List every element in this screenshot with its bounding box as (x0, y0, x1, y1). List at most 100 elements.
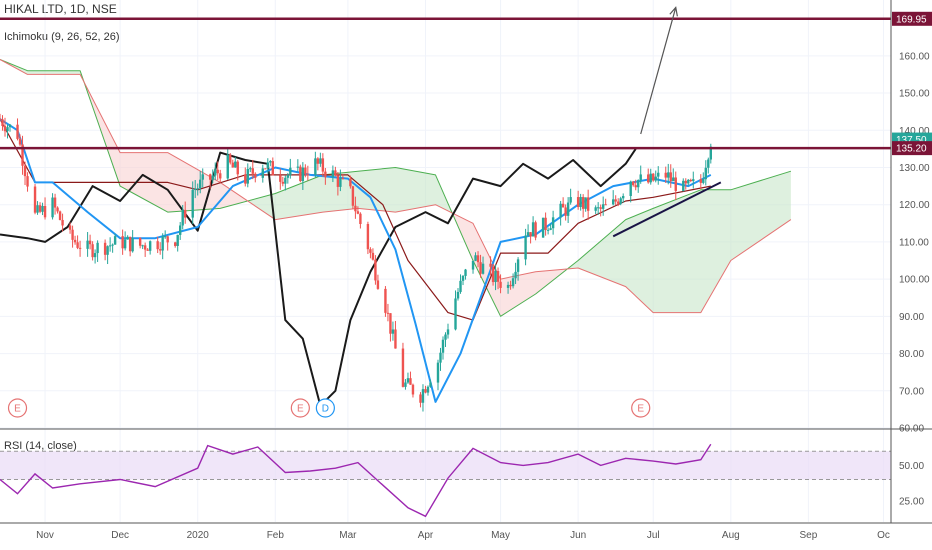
candle-body (511, 278, 515, 287)
candle-body (682, 180, 685, 191)
x-tick-label: Jul (647, 530, 660, 541)
candle-body (341, 178, 345, 180)
candle-body (126, 236, 129, 240)
gridlines (0, 0, 932, 522)
horizontal-levels[interactable] (0, 17, 891, 150)
cloud-bear (450, 209, 566, 317)
candle-body (123, 239, 127, 249)
candle-body (359, 213, 362, 224)
rsi-line (0, 443, 712, 518)
candle-body (173, 242, 177, 246)
drawings[interactable] (612, 6, 722, 238)
candle-body (704, 167, 707, 180)
candle-body (284, 177, 287, 184)
candle-body (196, 188, 199, 190)
candle-body (296, 166, 300, 168)
cloud-bull (0, 59, 83, 80)
candle-body (38, 205, 42, 212)
candle-body (41, 205, 44, 212)
candle-body (546, 229, 550, 231)
candle-body (702, 179, 705, 183)
candle-body (199, 179, 202, 189)
candle-body (406, 378, 410, 383)
price-tag-label: 169.95 (896, 14, 927, 25)
candle-body (421, 389, 425, 403)
event-marker-label: D (322, 404, 329, 415)
candle-body (489, 263, 492, 267)
candle-body (374, 259, 377, 281)
candle-body (33, 186, 37, 213)
candle-body (73, 239, 77, 243)
candle-body (599, 207, 602, 209)
candle-body (3, 125, 7, 132)
candle-body (251, 168, 254, 174)
candle-body (371, 252, 375, 260)
candle-body (201, 174, 204, 180)
candle-body (108, 245, 112, 247)
candle-body (351, 186, 355, 206)
x-tick-label: Apr (418, 530, 434, 541)
candle-body (604, 204, 607, 206)
x-tick-label: Aug (722, 530, 740, 541)
earnings-marker (631, 398, 651, 418)
x-tick-label: Sep (800, 530, 818, 541)
candle-body (499, 281, 502, 288)
candle-body (541, 217, 545, 238)
candle-body (647, 174, 650, 183)
candle-body (429, 382, 432, 387)
candle-body (474, 255, 477, 261)
candle-body (409, 378, 412, 385)
candle-body (166, 236, 169, 243)
candle-body (441, 339, 445, 353)
candle-body (479, 262, 482, 274)
candle-body (411, 384, 415, 395)
rsi-legend[interactable]: RSI (14, close) (4, 440, 77, 452)
candle-body (301, 167, 305, 182)
x-tick-label: Feb (267, 530, 285, 541)
candle-body (614, 199, 617, 202)
earnings-marker (290, 398, 310, 418)
rsi-pane (0, 443, 891, 518)
candle-body (551, 217, 555, 229)
candle-body (446, 329, 450, 335)
candle-body (271, 161, 275, 176)
candle-body (531, 222, 535, 237)
y-tick-label: 60.00 (899, 424, 924, 435)
candle-body (356, 211, 360, 214)
candle-body (709, 146, 712, 160)
ichimoku-cloud (0, 59, 791, 317)
candle-body (667, 172, 670, 178)
candle-body (23, 165, 27, 177)
y-tick-label: 100.00 (899, 275, 930, 286)
candle-body (324, 171, 327, 178)
candle-body (586, 197, 590, 211)
candle-body (131, 237, 134, 252)
candle-body (106, 246, 109, 255)
candle-body (111, 244, 114, 246)
x-tick-label: Jun (570, 530, 586, 541)
candle-body (509, 284, 512, 287)
candle-body (569, 197, 572, 203)
candle-body (514, 271, 517, 279)
candle-body (699, 179, 702, 183)
candle-body (581, 197, 585, 209)
candle-body (58, 211, 62, 220)
ichimoku-legend[interactable]: Ichimoku (9, 26, 52, 26) (4, 31, 120, 43)
candle-body (426, 386, 430, 393)
candle-body (143, 245, 147, 250)
candle-body (194, 188, 197, 190)
rsi-band (0, 451, 891, 480)
cloud-bull (245, 167, 451, 220)
x-tick-label: May (491, 530, 510, 541)
candle-body (459, 280, 462, 292)
candle-body (141, 245, 144, 247)
y-tick-label: 140.00 (899, 126, 930, 137)
candle-body (264, 168, 267, 170)
price-tag (892, 11, 932, 26)
candle-body (366, 223, 370, 250)
candle-body (229, 154, 232, 163)
event-marker-label: E (637, 404, 644, 415)
event-marker-label: E (14, 404, 21, 415)
